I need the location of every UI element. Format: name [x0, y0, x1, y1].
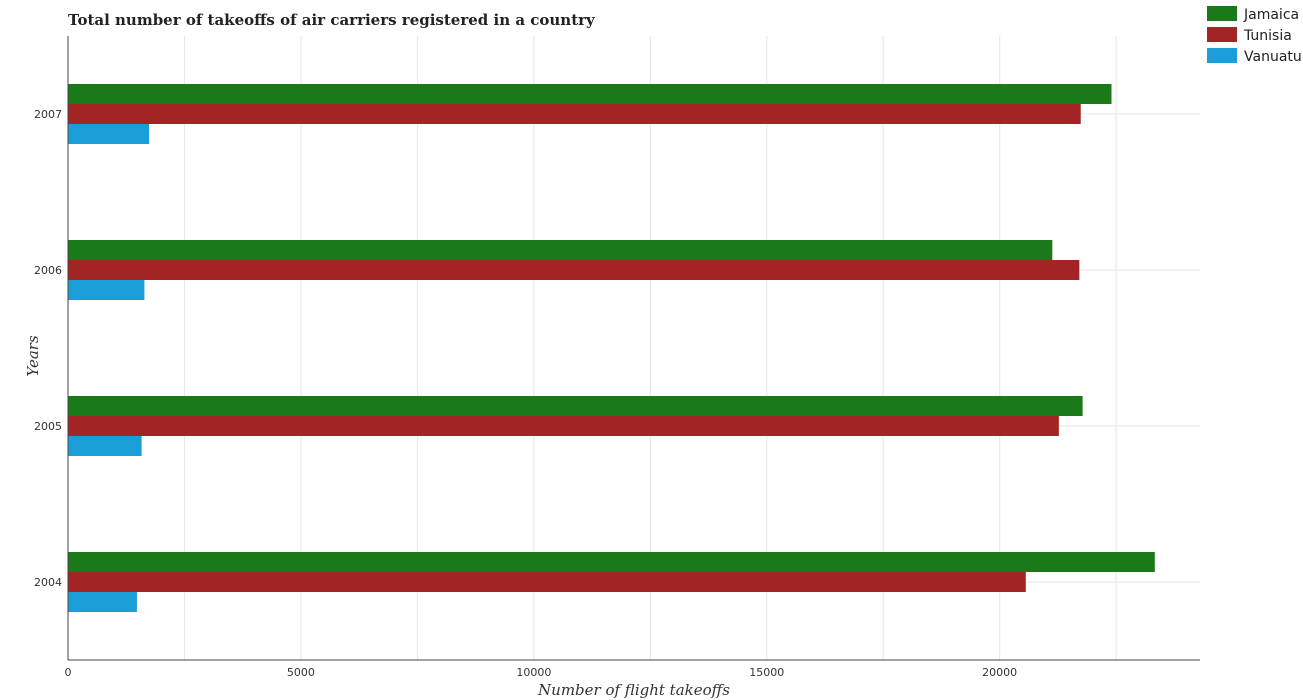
legend-label-jamaica: Jamaica [1243, 7, 1299, 23]
legend-swatch-tunisia [1207, 27, 1237, 42]
legend-swatch-vanuatu [1207, 48, 1237, 63]
bar-tunisia [68, 260, 1080, 280]
y-axis-label: Years [24, 335, 42, 377]
bar-jamaica [68, 396, 1083, 416]
bar-vanuatu [68, 124, 150, 144]
x-tick-label: 20000 [982, 666, 1017, 679]
x-tick-label: 0 [65, 666, 72, 679]
bar-vanuatu [68, 592, 137, 612]
bar-jamaica [68, 84, 1112, 104]
bar-jamaica [68, 552, 1155, 572]
y-tick-label: 2006 [34, 264, 62, 277]
chart-title: Total number of takeoffs of air carriers… [68, 11, 596, 29]
legend-swatch-jamaica [1207, 6, 1237, 21]
x-axis-label: Number of flight takeoffs [537, 681, 730, 699]
bar-tunisia [68, 572, 1026, 592]
x-tick-label: 10000 [516, 666, 551, 679]
x-tick-label: 5000 [287, 666, 315, 679]
x-tick-label: 15000 [749, 666, 784, 679]
y-tick-label: 2007 [34, 108, 62, 121]
bar-tunisia [68, 104, 1081, 124]
bars [68, 84, 1155, 612]
bar-jamaica [68, 240, 1053, 260]
legend-label-vanuatu: Vanuatu [1244, 49, 1302, 65]
bar-tunisia [68, 416, 1059, 436]
y-tick-label: 2004 [34, 576, 62, 589]
bar-vanuatu [68, 436, 142, 456]
legend-label-tunisia: Tunisia [1243, 28, 1292, 44]
bar-vanuatu [68, 280, 145, 300]
y-tick-label: 2005 [34, 420, 62, 433]
axes: 0 5000 10000 15000 20000 2004 2005 2006 2007 [34, 36, 1200, 679]
legend: Jamaica Tunisia Vanuatu [1207, 6, 1302, 65]
